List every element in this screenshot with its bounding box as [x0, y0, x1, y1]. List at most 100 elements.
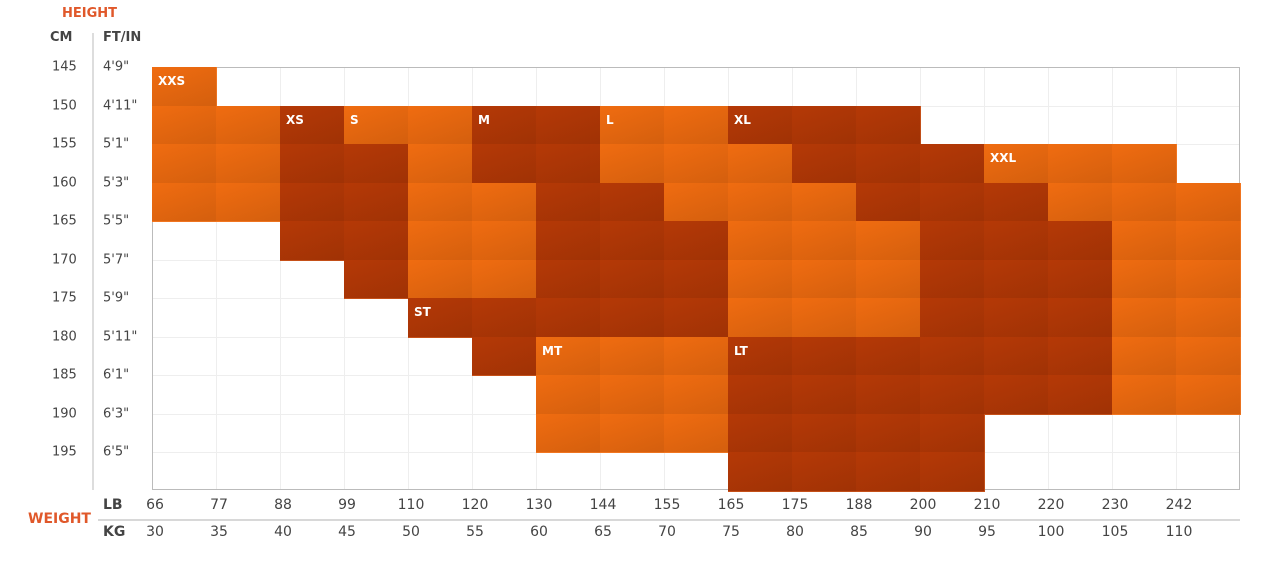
size-cell-xxs — [216, 144, 281, 184]
x-tick-kg: 100 — [1037, 524, 1065, 540]
size-cell-lt — [792, 336, 857, 376]
y-tick-cm: 145 — [52, 59, 77, 75]
size-cell-xl — [792, 144, 857, 184]
size-cell-mt — [600, 413, 665, 453]
y-tick-ftin: 5'3" — [103, 175, 130, 190]
y-tick-ftin: 5'5" — [103, 213, 130, 229]
size-cell-l — [600, 144, 665, 184]
size-cell-xxs — [152, 67, 217, 107]
size-cell-xl — [1048, 298, 1113, 338]
size-cell-xl — [1048, 336, 1113, 376]
size-cell-xl — [1048, 375, 1113, 415]
size-cell-l — [664, 105, 729, 145]
size-cell-m — [536, 259, 601, 299]
x-tick-kg: 95 — [978, 524, 996, 540]
x-tick-kg: 55 — [466, 524, 484, 540]
size-cell-xxl — [1176, 298, 1241, 338]
y-tick-cm: 185 — [52, 367, 77, 383]
size-cell-lt — [728, 413, 793, 453]
size-label-lt: LT — [734, 343, 748, 358]
size-cell-xxl — [1112, 375, 1177, 415]
size-cell-lt — [728, 336, 793, 376]
y-tick-ftin: 4'11" — [103, 98, 138, 113]
size-cell-l — [792, 298, 857, 338]
size-cell-lt — [856, 413, 921, 453]
size-cell-xxl — [1112, 221, 1177, 261]
size-cell-l — [792, 259, 857, 299]
size-cell-m — [536, 105, 601, 145]
size-cell-l — [664, 144, 729, 184]
size-cell-xl — [728, 105, 793, 145]
x-tick-lb: 175 — [781, 497, 809, 513]
y-tick-cm: 155 — [52, 136, 77, 152]
y-tick-ftin: 5'1" — [103, 136, 130, 152]
x-tick-lb: 242 — [1165, 497, 1193, 513]
size-cell-s — [408, 182, 473, 222]
size-cell-lt — [728, 375, 793, 415]
size-cell-l — [728, 298, 793, 338]
size-cell-m — [600, 259, 665, 299]
size-cell-m — [664, 259, 729, 299]
x-tick-kg: 50 — [402, 524, 420, 540]
size-cell-xs — [344, 259, 409, 299]
size-cell-xl — [920, 298, 985, 338]
size-cell-l — [856, 259, 921, 299]
y-tick-cm: 195 — [52, 444, 77, 460]
size-label-m: M — [478, 112, 490, 127]
size-cell-xl — [984, 259, 1049, 299]
size-label-xxl: XXL — [990, 151, 1017, 165]
size-cell-mt — [664, 336, 729, 376]
size-cell-lt — [920, 413, 985, 453]
x-tick-lb: 230 — [1101, 497, 1129, 513]
x-tick-lb: 99 — [338, 497, 356, 513]
size-cell-xl — [984, 182, 1049, 222]
size-cell-xxl — [1112, 259, 1177, 299]
size-cell-l — [600, 105, 665, 145]
x-tick-kg: 60 — [530, 524, 548, 540]
y-tick-ftin: 6'3" — [103, 406, 130, 421]
size-cell-l — [792, 182, 857, 222]
x-tick-kg: 70 — [658, 524, 676, 540]
x-tick-kg: 105 — [1101, 524, 1129, 540]
height-axis-title: HEIGHT — [62, 6, 118, 21]
size-cell-xxl — [1176, 221, 1241, 261]
x-tick-lb: 210 — [973, 497, 1001, 513]
size-cell-xxl — [1176, 259, 1241, 299]
y-tick-cm: 160 — [52, 175, 77, 190]
y-tick-cm: 150 — [52, 98, 77, 113]
size-cell-m — [600, 221, 665, 261]
size-cell-xxs — [152, 105, 217, 145]
size-cell-s — [472, 221, 537, 261]
size-cell-xs — [344, 144, 409, 184]
size-cell-m — [600, 182, 665, 222]
size-cell-lt — [856, 452, 921, 492]
size-label-l: L — [606, 112, 614, 127]
size-cell-xxs — [152, 182, 217, 222]
size-cell-l — [728, 221, 793, 261]
size-cell-m — [664, 298, 729, 338]
x-tick-lb: 77 — [210, 497, 228, 513]
size-cell-mt — [664, 413, 729, 453]
y-tick-ftin: 5'11" — [103, 329, 138, 344]
size-cell-xl — [920, 144, 985, 184]
size-cell-m — [664, 221, 729, 261]
x-tick-lb: 220 — [1037, 497, 1065, 513]
size-cell-xl — [920, 259, 985, 299]
x-tick-lb: 110 — [397, 497, 425, 513]
cm-header: CM — [50, 30, 73, 45]
weight-axis-title: WEIGHT — [28, 511, 91, 527]
size-cell-xxs — [216, 182, 281, 222]
y-tick-cm: 190 — [52, 406, 77, 421]
x-tick-lb: 188 — [845, 497, 873, 513]
x-tick-kg: 75 — [722, 524, 740, 540]
x-tick-kg: 45 — [338, 524, 356, 540]
size-cell-m — [472, 105, 537, 145]
x-tick-kg: 110 — [1165, 524, 1193, 540]
x-tick-kg: 30 — [146, 524, 164, 540]
size-cell-xxl — [1112, 336, 1177, 376]
x-tick-kg: 40 — [274, 524, 292, 540]
size-cell-s — [408, 259, 473, 299]
size-cell-xxl — [1048, 144, 1113, 184]
size-cell-xs — [344, 221, 409, 261]
size-cell-mt — [536, 336, 601, 376]
